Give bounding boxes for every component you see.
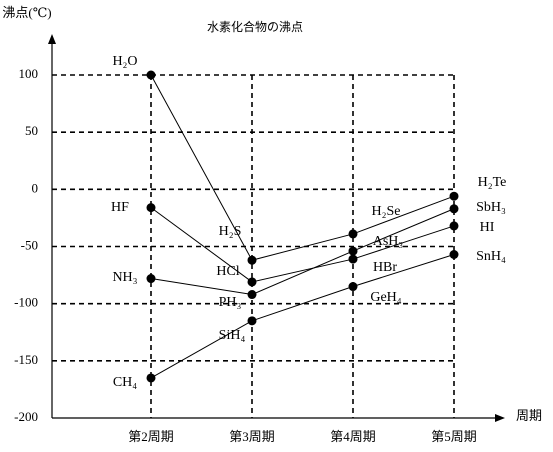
point-label: AsH₃ (373, 234, 404, 249)
series-line (150, 207, 455, 283)
y-axis-arrow (48, 34, 56, 44)
point-label: H₂Te (478, 175, 507, 190)
point-label: SbH₃ (476, 200, 506, 215)
point-label: SiH₄ (219, 328, 246, 343)
x-tick-label: 第5周期 (431, 429, 477, 444)
data-point (247, 277, 257, 287)
series-line (150, 254, 455, 379)
y-axis-label: 沸点(℃) (2, 5, 51, 20)
chart-title: 水素化合物の沸点 (207, 19, 303, 34)
data-point (348, 254, 358, 264)
data-point (449, 191, 459, 201)
y-tick-label: 100 (19, 66, 39, 81)
x-tick-label: 第2周期 (128, 429, 174, 444)
data-point (449, 250, 459, 260)
data-point (449, 221, 459, 231)
y-tick-label: 50 (25, 123, 38, 138)
y-tick-label: -100 (14, 295, 38, 310)
data-point (247, 290, 257, 300)
data-point (247, 316, 257, 326)
y-tick-label: 0 (32, 180, 39, 195)
data-point (348, 282, 358, 292)
point-label: HBr (373, 260, 397, 275)
series-line (150, 208, 455, 296)
point-label: GeH₄ (370, 290, 401, 305)
x-axis-arrow (495, 414, 505, 422)
x-tick-label: 第4周期 (330, 429, 376, 444)
data-point (146, 274, 156, 284)
point-label: PH₃ (219, 295, 242, 310)
point-label: HCl (216, 264, 239, 279)
data-point (348, 229, 358, 239)
point-label: HI (480, 220, 495, 235)
y-tick-label: -200 (14, 409, 38, 424)
point-label: HF (111, 200, 129, 215)
data-point (146, 70, 156, 80)
x-axis-label: 周期 (516, 408, 542, 423)
point-label: CH₄ (113, 375, 137, 390)
y-tick-label: -50 (21, 237, 38, 252)
point-label: H₂O (112, 54, 137, 69)
series-line (150, 74, 455, 261)
data-point (348, 246, 358, 256)
data-point (247, 255, 257, 265)
data-point (146, 203, 156, 213)
point-label: H₂Se (372, 204, 401, 219)
x-tick-label: 第3周期 (229, 429, 275, 444)
y-tick-label: -150 (14, 352, 38, 367)
point-label: NH₃ (112, 270, 137, 285)
data-point (449, 204, 459, 214)
point-label: SnH₄ (476, 249, 506, 264)
data-point (146, 373, 156, 383)
point-label: H₂S (219, 224, 242, 239)
